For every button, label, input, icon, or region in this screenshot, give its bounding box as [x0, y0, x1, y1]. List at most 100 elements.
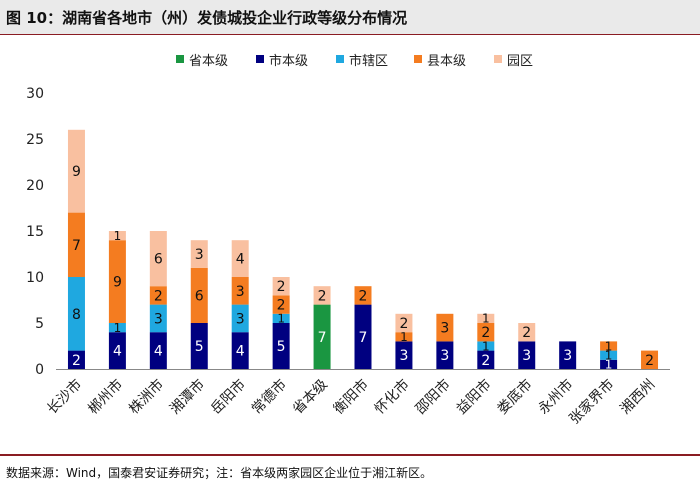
bar-segment [436, 313, 454, 342]
legend-swatch [256, 55, 264, 63]
data-label: 3 [236, 284, 245, 300]
data-label: 2 [359, 288, 368, 304]
bar-segment [272, 313, 290, 323]
bar-segment [354, 304, 372, 369]
bar-segment [395, 313, 413, 333]
title-bar: 图 10：湖南省各地市（州）发债城投企业行政等级分布情况 [0, 0, 700, 35]
bar-segment [149, 231, 167, 287]
legend-swatch [336, 55, 344, 63]
bar-segment [559, 341, 577, 369]
bar-segment [190, 323, 208, 369]
bar-segment [354, 286, 372, 305]
bar-segment [395, 341, 413, 369]
bar-segment [231, 304, 249, 333]
bar-segment [518, 323, 536, 342]
bar-segment [600, 359, 618, 369]
data-label: 7 [359, 330, 368, 346]
data-label: 2 [154, 288, 163, 304]
data-label: 4 [236, 344, 245, 360]
x-tick-label: 郴州市 [85, 376, 127, 418]
bar-segment [600, 350, 618, 360]
legend-item: 省本级 [176, 50, 229, 69]
bar-segment [190, 267, 208, 323]
data-label: 3 [563, 348, 572, 364]
data-label: 1 [605, 339, 613, 353]
data-label: 1 [605, 358, 613, 372]
bar-segment [108, 332, 126, 369]
bar-segment [436, 341, 454, 369]
data-label: 9 [113, 275, 122, 291]
bar-segment [108, 323, 126, 333]
bar-segment [518, 341, 536, 369]
data-label: 7 [72, 238, 81, 254]
bar-segment [149, 286, 167, 305]
bar-segment [231, 277, 249, 305]
x-tick-label: 省本级 [290, 377, 331, 418]
data-label: 6 [195, 288, 204, 304]
data-label: 8 [72, 307, 81, 323]
legend-item: 园区 [494, 50, 534, 69]
legend-item: 县本级 [414, 50, 467, 69]
legend-label: 市辖区 [349, 53, 389, 69]
x-tick-label: 衡阳市 [330, 376, 372, 418]
x-tick-label: 娄底市 [494, 376, 536, 418]
data-label: 1 [114, 321, 122, 335]
legend-swatch [176, 55, 184, 63]
x-tick-label: 湘西州 [617, 377, 658, 418]
y-tick-label: 10 [26, 270, 44, 286]
x-tick-label: 株洲市 [125, 376, 167, 418]
data-label: 2 [399, 316, 408, 332]
data-label: 2 [645, 353, 654, 369]
legend-label: 省本级 [189, 53, 229, 69]
data-label: 3 [440, 321, 449, 337]
x-tick-label: 邵阳市 [412, 376, 454, 418]
data-label: 1 [277, 312, 285, 326]
source-note: 数据来源：Wind，国泰君安证券研究；注：省本级两家园区企业位于湘江新区。 [6, 466, 433, 480]
data-label: 2 [522, 325, 531, 341]
bar-segment [108, 231, 126, 241]
y-tick-label: 20 [26, 178, 44, 194]
bar-segment [395, 332, 413, 342]
bar-segment [67, 350, 85, 369]
data-label: 2 [72, 353, 81, 369]
bar-segment [272, 295, 290, 314]
x-tick-label: 益阳市 [453, 376, 495, 418]
bar-segment [313, 286, 331, 305]
bar-segment [600, 341, 618, 351]
legend-label: 县本级 [427, 53, 467, 69]
bar-segment [67, 277, 85, 351]
bar-segment [477, 313, 495, 323]
x-tick-label: 湘潭市 [166, 376, 208, 418]
data-label: 3 [440, 348, 449, 364]
bar-segment [477, 323, 495, 342]
bar-segment [477, 350, 495, 369]
data-label: 3 [399, 348, 408, 364]
bar-segment [149, 332, 167, 369]
legend-label: 园区 [507, 53, 534, 69]
y-tick-label: 5 [35, 316, 44, 332]
legend-swatch [414, 55, 422, 63]
legend-item: 市辖区 [336, 50, 389, 69]
bar-segment [231, 332, 249, 369]
bar-segment [641, 350, 659, 369]
data-label: 3 [236, 311, 245, 327]
data-label: 7 [318, 330, 327, 346]
bar-segment [272, 277, 290, 296]
stacked-bar-chart: 0510152025302879长沙市4191郴州市4326株洲市563湘潭市4… [26, 86, 670, 427]
data-label: 1 [400, 330, 408, 344]
bar-segment [67, 212, 85, 277]
x-tick-label: 怀化市 [371, 376, 413, 418]
x-tick-label: 岳阳市 [207, 376, 249, 418]
bar-segment [108, 240, 126, 323]
data-label: 2 [277, 298, 286, 314]
data-label: 1 [605, 349, 613, 363]
y-tick-label: 25 [26, 132, 44, 148]
data-label: 1 [114, 229, 122, 243]
bar-segment [231, 240, 249, 277]
bar-segment [190, 240, 208, 268]
legend-label: 市本级 [269, 53, 309, 69]
data-label: 4 [113, 344, 122, 360]
data-label: 5 [277, 339, 286, 355]
y-tick-label: 15 [26, 224, 44, 240]
legend-swatch [494, 55, 502, 63]
